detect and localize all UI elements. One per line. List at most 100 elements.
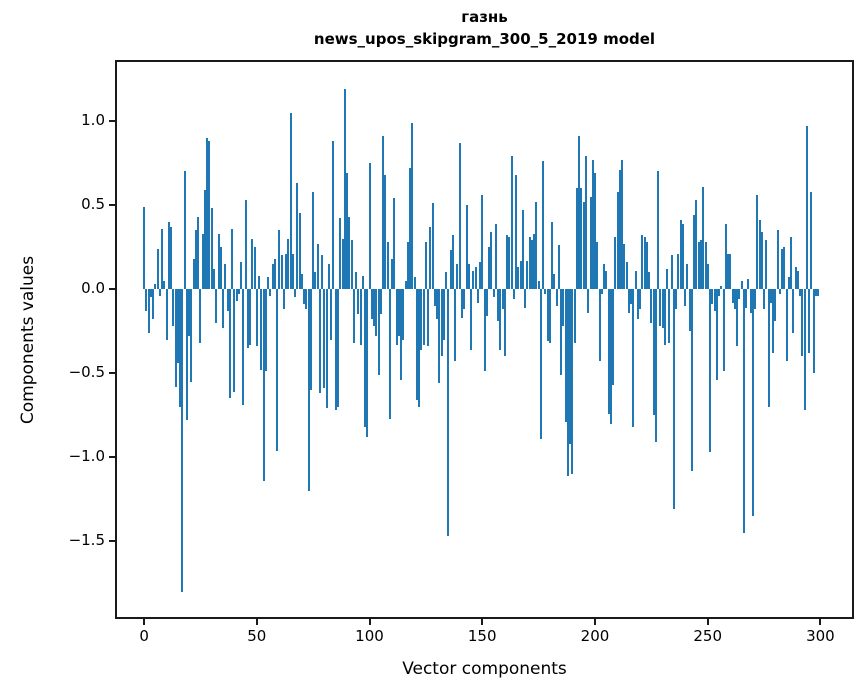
bar [289, 112, 292, 290]
bar [702, 186, 705, 290]
bar [661, 289, 664, 328]
bar [235, 289, 238, 301]
bar [240, 262, 242, 289]
bar [614, 236, 617, 289]
bar [616, 191, 619, 289]
bar [749, 289, 752, 313]
bar [636, 289, 639, 320]
bar [332, 141, 335, 289]
bar [303, 289, 306, 305]
bar [451, 235, 454, 289]
bar [440, 289, 443, 357]
bar [237, 289, 240, 294]
bar [296, 183, 299, 290]
bar [503, 289, 506, 357]
bar [269, 289, 272, 296]
bar [208, 141, 211, 289]
x-tick-mark [819, 619, 822, 625]
bar [492, 289, 495, 298]
bar [467, 263, 470, 289]
bar [497, 289, 499, 321]
bar [442, 289, 445, 340]
bar [481, 194, 484, 290]
bar [318, 289, 321, 394]
bar [652, 289, 655, 416]
y-axis-label: Components values [18, 255, 38, 425]
bar [591, 159, 594, 289]
bar [643, 236, 646, 289]
bar [463, 289, 466, 310]
bar [244, 199, 247, 289]
bar [278, 230, 281, 290]
bar [258, 275, 260, 290]
bar [420, 289, 423, 350]
bar [562, 289, 565, 326]
x-tick-mark [594, 619, 596, 625]
x-tick-label: 50 [247, 627, 267, 645]
bar [161, 228, 164, 289]
bar [476, 289, 479, 303]
bar [436, 289, 439, 320]
bar [305, 289, 308, 310]
bar [596, 242, 599, 290]
bar [648, 272, 651, 289]
bar [668, 289, 671, 343]
bar [174, 289, 177, 387]
bar [817, 289, 820, 296]
bar [738, 289, 741, 300]
bar [458, 142, 461, 289]
x-axis-label: Vector components [402, 659, 567, 679]
bar [352, 289, 355, 343]
bar [499, 289, 502, 350]
bar [285, 253, 288, 289]
bar [557, 245, 560, 289]
bar [524, 289, 527, 308]
bar [501, 289, 504, 310]
bar [179, 289, 182, 407]
bar [711, 289, 714, 305]
bar [621, 159, 623, 289]
plot-area [115, 60, 854, 619]
bar [298, 213, 301, 290]
bar [145, 289, 148, 311]
bar [472, 270, 475, 289]
bar [422, 289, 425, 345]
bar [429, 226, 432, 289]
bar [364, 289, 366, 427]
bar [350, 240, 353, 290]
bar [688, 289, 691, 331]
bar [573, 289, 576, 343]
bar [346, 173, 348, 289]
bar [508, 236, 511, 289]
bar [400, 289, 403, 380]
bar [413, 277, 416, 290]
bar [512, 289, 515, 300]
x-tick-label: 0 [139, 627, 149, 645]
bar [176, 289, 179, 363]
bar [488, 247, 490, 289]
bar [672, 289, 675, 510]
bar [402, 289, 405, 340]
bar [321, 255, 324, 289]
x-tick-mark [706, 619, 709, 625]
bar [585, 156, 587, 290]
bar [560, 289, 563, 375]
bar [657, 171, 660, 289]
chart-title-word: газнь [461, 8, 508, 26]
bar [745, 289, 747, 308]
bar [515, 174, 518, 290]
bar [366, 289, 369, 437]
bar [569, 289, 572, 444]
bar [578, 136, 581, 289]
bar [747, 279, 750, 290]
bar [751, 289, 754, 516]
bar [769, 289, 772, 303]
bar [625, 262, 628, 289]
bar [675, 289, 678, 310]
bar [630, 289, 632, 305]
bar [600, 289, 603, 294]
bar [264, 289, 267, 372]
bar [490, 231, 493, 290]
bar [456, 263, 459, 289]
bar [645, 242, 648, 290]
